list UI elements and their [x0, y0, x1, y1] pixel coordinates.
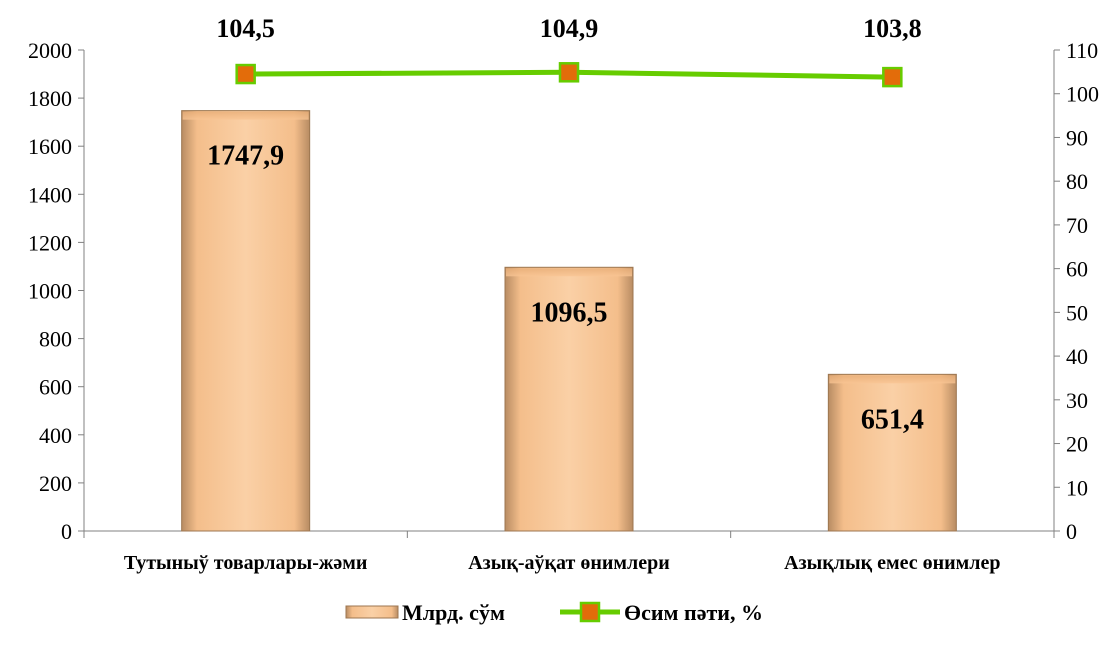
- y-right-tick-label: 70: [1066, 213, 1088, 238]
- y-right-tick-label: 110: [1066, 38, 1098, 63]
- y-right-tick-label: 10: [1066, 475, 1088, 500]
- y-right-tick-label: 60: [1066, 257, 1088, 282]
- y-left-tick-label: 1200: [28, 230, 72, 255]
- bar-bevel-top: [829, 375, 956, 384]
- y-left-tick-label: 1400: [28, 182, 72, 207]
- y-left-tick-label: 200: [39, 471, 72, 496]
- y-right-tick-label: 100: [1066, 82, 1099, 107]
- legend-line-label: Өсим пәти, %: [624, 600, 763, 625]
- x-category-label: Азық-аўқат өнимлери: [468, 552, 670, 574]
- line-marker: [558, 62, 580, 83]
- bar: [827, 373, 957, 532]
- legend-bar-label: Млрд. сўм: [402, 600, 505, 625]
- line-marker: [235, 63, 256, 85]
- y-right-tick-label: 90: [1066, 125, 1088, 150]
- bar-bevel-top: [506, 268, 632, 277]
- y-left-tick-label: 1800: [28, 86, 72, 111]
- y-right-tick-label: 30: [1066, 388, 1088, 413]
- y-right-tick-label: 0: [1066, 519, 1077, 544]
- y-left-tick-label: 1600: [28, 134, 72, 159]
- bar-data-label: 651,4: [861, 404, 924, 435]
- line-marker: [882, 66, 903, 88]
- y-left-tick-label: 2000: [28, 38, 72, 63]
- legend-line-marker: [579, 601, 601, 623]
- y-left-tick-label: 600: [39, 375, 72, 400]
- y-left-tick-label: 1000: [28, 279, 72, 304]
- bar: [181, 110, 311, 532]
- bar-bevel-top: [182, 111, 309, 120]
- y-right-tick-label: 50: [1066, 300, 1088, 325]
- y-right-tick-label: 80: [1066, 169, 1088, 194]
- x-category-label: Тутыныў товарлары-жәми: [124, 552, 368, 574]
- x-category-label: Азықлық емес өнимлер: [784, 552, 1000, 574]
- line-data-label: 104,9: [540, 14, 599, 43]
- bar-data-label: 1096,5: [531, 297, 608, 328]
- bar-data-label: 1747,9: [207, 141, 284, 172]
- y-left-tick-label: 800: [39, 327, 72, 352]
- y-left-tick-label: 400: [39, 423, 72, 448]
- bar: [504, 266, 634, 532]
- y-right-tick-label: 20: [1066, 432, 1088, 457]
- y-right-tick-label: 40: [1066, 344, 1088, 369]
- y-left-tick-label: 0: [61, 519, 72, 544]
- line-data-label: 104,5: [216, 14, 275, 43]
- legend-bar-swatch: [345, 605, 399, 619]
- line-data-label: 103,8: [863, 14, 922, 43]
